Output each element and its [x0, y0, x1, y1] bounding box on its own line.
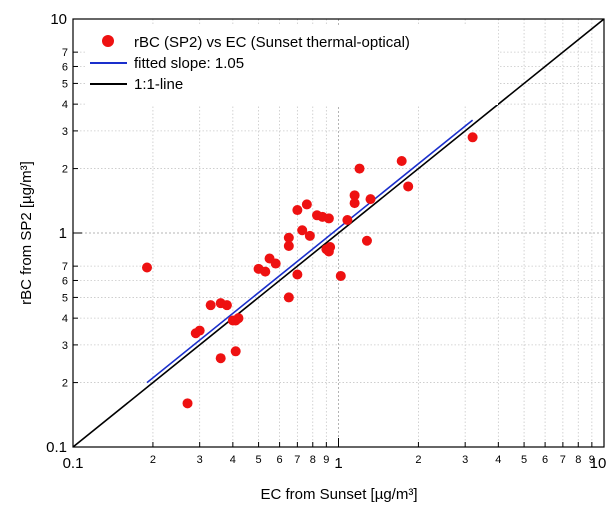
- y-axis-title: rBC from SP2 [µg/m³]: [18, 161, 35, 305]
- scatter-point: [335, 270, 346, 281]
- x-tick-label-minor: 9: [323, 454, 329, 466]
- y-tick-label-minor: 6: [62, 275, 68, 287]
- scatter-point: [403, 181, 414, 192]
- scatter-point: [230, 346, 241, 357]
- scatter-point: [270, 258, 281, 269]
- y-tick-label-major: 0.1: [46, 439, 67, 456]
- y-tick-label-minor: 4: [62, 313, 68, 325]
- scatter-point: [361, 235, 372, 246]
- y-tick-label-major: 1: [59, 225, 67, 242]
- scatter-point: [233, 313, 244, 324]
- y-tick-label-minor: 2: [62, 378, 68, 390]
- y-tick-label-major: 10: [50, 11, 67, 28]
- x-tick-label-minor: 4: [230, 454, 236, 466]
- scatter-point: [182, 398, 193, 409]
- scatter-point: [396, 155, 407, 166]
- y-tick-label-minor: 3: [62, 340, 68, 352]
- x-axis-title: EC from Sunset [µg/m³]: [260, 486, 417, 503]
- scatter-points: [142, 132, 478, 409]
- legend: rBC (SP2) vs EC (Sunset thermal-optical)…: [86, 25, 498, 105]
- scatter-point: [304, 230, 315, 241]
- y-tick-label-minor: 5: [62, 292, 68, 304]
- legend-label-one-to-one-line: 1:1-line: [134, 76, 183, 93]
- scatter-point: [325, 242, 336, 253]
- x-tick-label-minor: 6: [277, 454, 283, 466]
- y-tick-label-minor: 7: [62, 261, 68, 273]
- x-tick-label-major: 0.1: [63, 455, 84, 472]
- scatter-point: [349, 190, 360, 201]
- x-tick-label-minor: 7: [294, 454, 300, 466]
- series-lines: [72, 18, 605, 448]
- x-tick-label-minor: 7: [560, 454, 566, 466]
- scatter-point: [354, 163, 365, 174]
- legend-label-scatter: rBC (SP2) vs EC (Sunset thermal-optical): [134, 34, 410, 51]
- scatter-point: [292, 269, 303, 280]
- scatter-point: [194, 325, 205, 336]
- legend-marker-scatter: [102, 35, 114, 47]
- x-tick-label-minor: 2: [415, 454, 421, 466]
- scatter-point: [297, 225, 308, 236]
- x-tick-label-minor: 5: [521, 454, 527, 466]
- legend-background: [86, 25, 498, 105]
- legend-label-fit-line: fitted slope: 1.05: [134, 55, 244, 72]
- scatter-point: [283, 232, 294, 243]
- x-tick-label-minor: 8: [310, 454, 316, 466]
- scatter-point: [205, 300, 216, 311]
- scatter-point: [323, 213, 334, 224]
- scatter-point: [365, 194, 376, 205]
- x-tick-label-minor: 2: [150, 454, 156, 466]
- one-to-one-line: [72, 18, 605, 448]
- scatter-point: [283, 292, 294, 303]
- scatter-point: [342, 215, 353, 226]
- x-tick-label-minor: 3: [197, 454, 203, 466]
- x-tick-label-minor: 5: [256, 454, 262, 466]
- scatter-point: [215, 353, 226, 364]
- scatter-point: [221, 300, 232, 311]
- scatter-point: [301, 199, 312, 210]
- fit-line: [146, 119, 474, 384]
- scatter-point: [260, 266, 271, 277]
- scatter-point: [142, 262, 153, 273]
- x-tick-label-minor: 9: [589, 454, 595, 466]
- x-tick-label-minor: 4: [495, 454, 501, 466]
- x-tick-label-minor: 3: [462, 454, 468, 466]
- y-tick-label-minor: 4: [62, 99, 68, 111]
- x-tick-label-major: 1: [334, 455, 342, 472]
- y-tick-label-minor: 6: [62, 61, 68, 73]
- y-tick-label-minor: 2: [62, 164, 68, 176]
- x-tick-label-major: 10: [590, 455, 607, 472]
- y-tick-label-minor: 5: [62, 78, 68, 90]
- scatter-point: [292, 205, 303, 216]
- x-tick-label-minor: 6: [542, 454, 548, 466]
- y-tick-label-minor: 7: [62, 47, 68, 59]
- x-tick-label-minor: 8: [575, 454, 581, 466]
- scatter-point: [349, 198, 360, 209]
- y-tick-label-minor: 3: [62, 126, 68, 138]
- scatter-point: [467, 132, 478, 143]
- scatter-point: [283, 240, 294, 251]
